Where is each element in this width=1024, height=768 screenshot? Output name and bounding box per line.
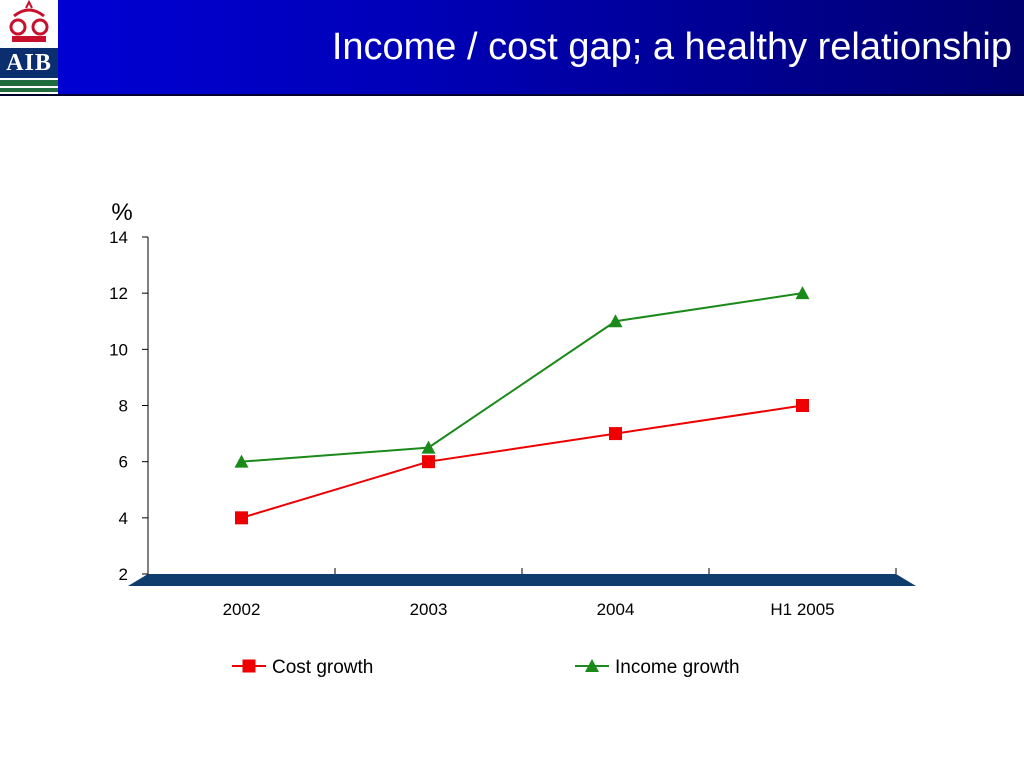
y-axis-unit-label: % <box>111 199 132 226</box>
legend-marker <box>242 659 256 673</box>
slide-title: Income / cost gap; a healthy relationshi… <box>331 26 1012 68</box>
ark-emblem-icon <box>9 0 49 42</box>
x-tick-label: 2002 <box>223 600 261 619</box>
cost-growth-series <box>235 399 809 525</box>
legend-label: Cost growth <box>272 657 373 678</box>
logo-stripe <box>0 80 58 86</box>
series-layer <box>234 286 810 525</box>
x-tick-label: 2003 <box>410 600 448 619</box>
income-growth-point <box>608 314 623 328</box>
y-tick-label: 14 <box>109 228 128 247</box>
aib-logo: AIB <box>0 0 58 94</box>
income-growth-series <box>234 286 810 468</box>
income-growth-point <box>795 286 810 300</box>
cost-growth-point <box>609 427 622 441</box>
legend: Cost growth Income growth <box>232 657 740 678</box>
y-tick-label: 10 <box>109 340 128 359</box>
income-growth-point <box>421 440 436 454</box>
logo-stripe <box>0 88 58 92</box>
y-tick-label: 12 <box>109 284 128 303</box>
cost-growth-point <box>422 455 435 469</box>
x-axis-floor <box>128 574 916 586</box>
cost-growth-point <box>235 511 248 525</box>
x-tick-label: 2004 <box>597 600 635 619</box>
x-tick-label: H1 2005 <box>770 600 834 619</box>
x-axis-ticks: 2002 2003 2004 H1 2005 <box>147 568 897 619</box>
legend-label: Income growth <box>615 657 740 678</box>
cost-growth-point <box>796 399 809 412</box>
cost-growth-line <box>241 404 803 519</box>
logo-text: AIB <box>0 48 58 78</box>
y-tick-label: 8 <box>119 397 128 416</box>
income-growth-line <box>241 292 803 463</box>
legend-marker <box>585 659 599 672</box>
y-tick-label: 2 <box>119 565 128 584</box>
legend-item-income-growth: Income growth <box>575 657 740 678</box>
title-bar: AIB Income / cost gap; a healthy relatio… <box>0 0 1024 96</box>
y-tick-label: 4 <box>119 509 128 528</box>
x-axis-band <box>128 574 916 586</box>
income-growth-point <box>234 454 249 468</box>
y-tick-label: 6 <box>119 453 128 472</box>
y-axis-ticks: 2 4 6 8 10 12 14 <box>109 228 148 584</box>
legend-item-cost-growth: Cost growth <box>232 657 373 678</box>
